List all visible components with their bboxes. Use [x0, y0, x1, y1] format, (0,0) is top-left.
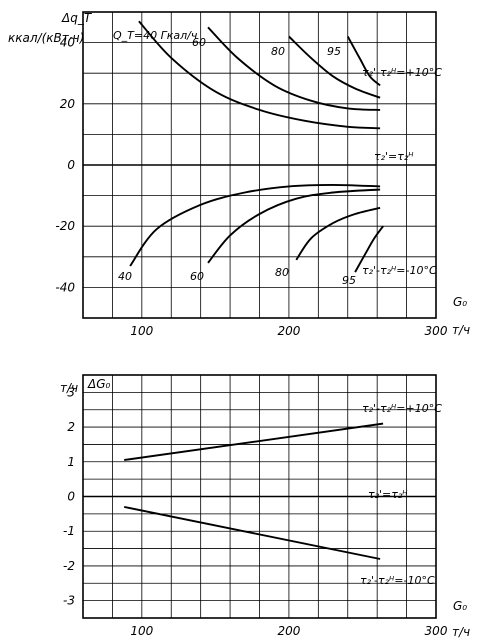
bottom-y-tick-label: 1 — [67, 455, 75, 469]
curve-label-40-lower: 40 — [118, 270, 132, 283]
curve-label-95-lower: 95 — [342, 274, 356, 287]
curve-label-95-upper: 95 — [327, 45, 341, 58]
top-annotation-plus10: τ₂'-τ₂ᴴ=+10°C — [362, 66, 442, 79]
top-y-tick-label: 40 — [60, 36, 76, 50]
bottom-y-tick-label: 3 — [67, 385, 75, 399]
bottom-y-tick-label: 0 — [67, 490, 75, 504]
curve-label-60-lower: 60 — [190, 270, 204, 283]
top-x-tick-label: 200 — [277, 324, 300, 338]
bottom-y-symbol: ΔG₀ — [87, 377, 111, 391]
curve-label-60-upper: 60 — [192, 36, 206, 49]
top-curve-7 — [295, 206, 381, 261]
bottom-x-unit: т/ч — [452, 625, 470, 639]
top-y-tick-label: -40 — [55, 280, 75, 294]
top-y-tick-label: -20 — [55, 219, 75, 233]
top-curve-6 — [207, 188, 381, 264]
top-y-tick-label: 0 — [67, 158, 75, 172]
bottom-y-tick-label: -3 — [63, 594, 75, 608]
top-curve-3 — [288, 35, 381, 99]
top-y-unit-label: ккал/(кВт·ч) — [8, 31, 84, 45]
bottom-y-unit-label: т/ч — [60, 381, 78, 395]
curve-label-40-upper: Q_T=40 Гкал/ч — [113, 29, 198, 42]
top-annotation-equal: τ₂'=τ₂ᴴ — [374, 150, 414, 163]
top-x-unit: т/ч — [452, 323, 470, 337]
bottom-y-tick-label: -1 — [63, 524, 75, 538]
top-annotation-minus10: τ₂'-τ₂ᴴ=-10°C — [362, 264, 437, 277]
bottom-x-tick-label: 300 — [425, 624, 448, 638]
top-x-symbol: G₀ — [453, 295, 467, 309]
top-curve-4 — [346, 36, 381, 87]
bottom-x-symbol: G₀ — [453, 599, 467, 613]
top-y-tick-label: 20 — [60, 97, 76, 111]
top-panel-grid — [82, 11, 437, 319]
bottom-annotation-minus10: τ₂'-τ₂ᴴ=-10°C — [360, 574, 435, 587]
bottom-y-tick-label: 2 — [67, 420, 75, 434]
top-panel-curves — [129, 20, 384, 273]
top-curve-2 — [207, 26, 381, 111]
top-curve-5 — [129, 183, 381, 267]
bottom-curve-2 — [124, 505, 381, 560]
top-curve-1 — [138, 20, 381, 130]
bottom-y-tick-label: -2 — [63, 559, 75, 573]
top-x-tick-label: 100 — [130, 324, 153, 338]
curve-label-80-lower: 80 — [275, 266, 289, 279]
bottom-curve-1 — [124, 422, 384, 461]
tick-labels: 100 200 300 -40 -20 0 20 40 100 200 300 -3 -2 -1 0 1 2 3 — [55, 36, 447, 638]
bottom-annotation-plus10: τ₂'-τ₂ᴴ=+10°C — [362, 402, 442, 415]
bottom-x-tick-label: 100 — [130, 624, 153, 638]
bottom-x-tick-label: 200 — [277, 624, 300, 638]
top-y-symbol: Δq_T — [61, 11, 93, 25]
top-x-tick-label: 300 — [425, 324, 448, 338]
curve-label-80-upper: 80 — [271, 45, 285, 58]
top-curve-8 — [354, 225, 384, 273]
bottom-panel-curves — [124, 422, 384, 560]
bottom-annotation-equal: τ₂'=τ₂ᴴ — [368, 488, 408, 501]
bottom-panel-grid — [82, 374, 437, 619]
